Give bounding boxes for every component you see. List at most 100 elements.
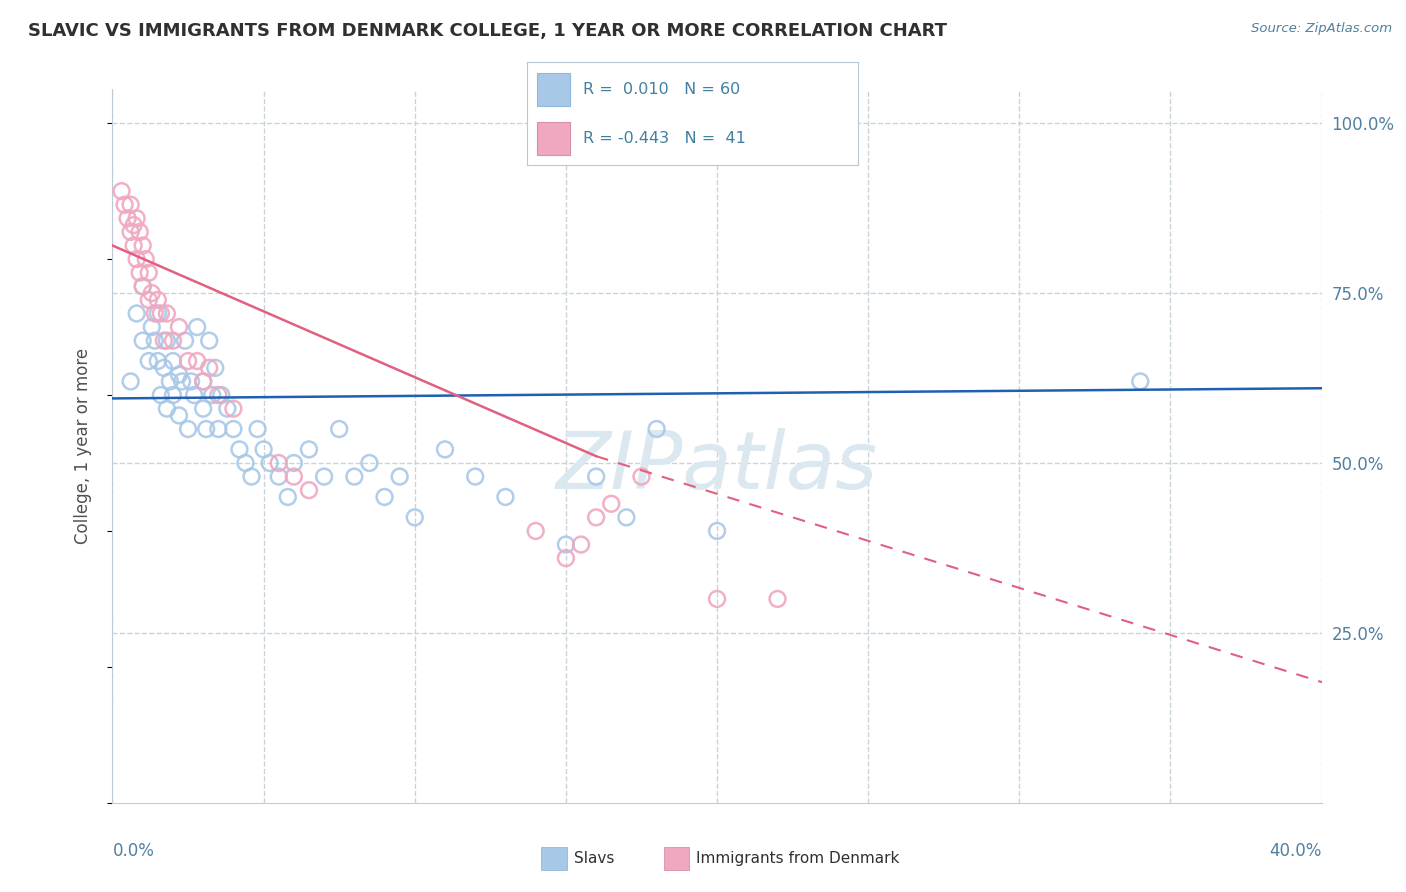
Point <box>766 591 789 606</box>
Point <box>195 422 218 436</box>
Point <box>585 469 607 483</box>
Point <box>149 306 172 320</box>
Point <box>156 401 179 416</box>
Point <box>191 375 214 389</box>
Point <box>156 306 179 320</box>
Point <box>554 537 576 551</box>
Point <box>569 537 592 551</box>
Point <box>120 375 142 389</box>
Point <box>228 442 250 457</box>
Point <box>162 388 184 402</box>
Point <box>138 266 160 280</box>
Point <box>388 469 411 483</box>
Point <box>141 286 163 301</box>
Point <box>222 422 245 436</box>
Point <box>267 456 290 470</box>
Point <box>132 334 155 348</box>
Point <box>146 306 169 320</box>
Point <box>198 334 221 348</box>
Point <box>138 354 160 368</box>
Point <box>198 360 221 375</box>
Y-axis label: College, 1 year or more: College, 1 year or more <box>73 348 91 544</box>
Point <box>314 469 336 483</box>
Point <box>170 375 193 389</box>
Point <box>246 422 269 436</box>
Point <box>222 401 245 416</box>
Point <box>177 422 200 436</box>
Point <box>162 354 184 368</box>
Point <box>706 591 728 606</box>
Point <box>201 388 224 402</box>
Point <box>146 293 169 307</box>
Point <box>259 456 281 470</box>
Point <box>277 490 299 504</box>
Point <box>433 442 456 457</box>
Point <box>374 490 396 504</box>
Point <box>174 334 197 348</box>
Point <box>217 401 239 416</box>
Point <box>132 279 155 293</box>
Point <box>183 388 205 402</box>
Point <box>128 266 150 280</box>
Point <box>585 510 607 524</box>
Point <box>267 469 290 483</box>
Point <box>120 198 142 212</box>
Point <box>298 483 321 498</box>
Point <box>283 456 305 470</box>
Point <box>122 218 145 232</box>
Point <box>240 469 263 483</box>
Point <box>159 375 181 389</box>
Point <box>125 252 148 266</box>
Point <box>125 306 148 320</box>
Text: Immigrants from Denmark: Immigrants from Denmark <box>696 852 900 866</box>
Point <box>554 551 576 566</box>
Point <box>177 354 200 368</box>
Point <box>132 279 155 293</box>
Point <box>167 320 190 334</box>
Point <box>156 334 179 348</box>
Point <box>630 469 652 483</box>
Point <box>167 409 190 423</box>
Point <box>125 211 148 226</box>
Point <box>616 510 638 524</box>
Point <box>122 238 145 252</box>
Text: Source: ZipAtlas.com: Source: ZipAtlas.com <box>1251 22 1392 36</box>
Point <box>207 422 229 436</box>
Text: 40.0%: 40.0% <box>1270 842 1322 860</box>
Point <box>191 401 214 416</box>
Point <box>209 388 232 402</box>
Point <box>253 442 276 457</box>
Point <box>343 469 366 483</box>
Point <box>117 211 139 226</box>
Point <box>120 225 142 239</box>
Point <box>153 360 176 375</box>
Point <box>600 497 623 511</box>
Point <box>132 238 155 252</box>
Point <box>186 320 208 334</box>
Point <box>143 306 166 320</box>
Point <box>180 375 202 389</box>
Point <box>645 422 668 436</box>
Text: ZIPatlas: ZIPatlas <box>555 428 879 507</box>
Point <box>495 490 517 504</box>
Point <box>524 524 547 538</box>
Point <box>283 469 305 483</box>
Text: R = -0.443   N =  41: R = -0.443 N = 41 <box>583 131 747 146</box>
Point <box>706 524 728 538</box>
Point <box>141 320 163 334</box>
Point <box>204 360 226 375</box>
Point <box>186 354 208 368</box>
Point <box>149 388 172 402</box>
Point <box>404 510 426 524</box>
Point <box>167 368 190 382</box>
Point <box>1129 375 1152 389</box>
Point <box>328 422 350 436</box>
Point <box>359 456 381 470</box>
Point <box>207 388 229 402</box>
Text: SLAVIC VS IMMIGRANTS FROM DENMARK COLLEGE, 1 YEAR OR MORE CORRELATION CHART: SLAVIC VS IMMIGRANTS FROM DENMARK COLLEG… <box>28 22 948 40</box>
Point <box>135 252 157 266</box>
FancyBboxPatch shape <box>537 73 571 105</box>
Point <box>162 334 184 348</box>
FancyBboxPatch shape <box>537 122 571 155</box>
Point <box>114 198 136 212</box>
